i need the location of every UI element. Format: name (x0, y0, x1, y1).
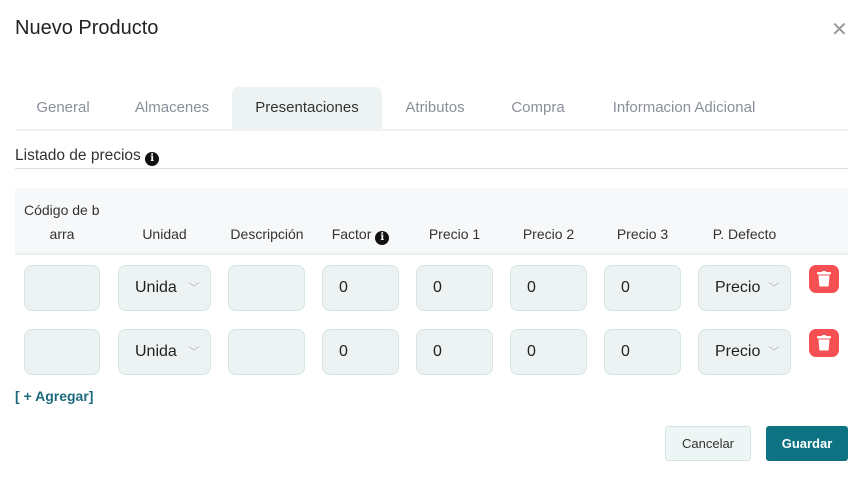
trash-icon (817, 271, 831, 287)
close-icon[interactable]: ✕ (831, 19, 848, 41)
header-descripcion: Descripción (230, 226, 304, 242)
save-button[interactable]: Guardar (766, 426, 848, 461)
header-precio1: Precio 1 (428, 226, 481, 242)
tab-informacion-adicional[interactable]: Informacion Adicional (612, 99, 756, 116)
precio1-input[interactable]: 0 (416, 265, 493, 311)
descripcion-input[interactable] (228, 329, 305, 375)
chevron-down-icon: ﹀ (767, 281, 780, 295)
chevron-down-icon: ﹀ (767, 345, 780, 359)
precio2-input[interactable]: 0 (510, 329, 587, 375)
unidad-value: Unida (135, 343, 177, 360)
chevron-down-icon: ﹀ (187, 281, 200, 295)
defecto-select[interactable]: Precio ﹀ (698, 329, 791, 375)
tab-divider (15, 129, 848, 131)
precio1-input[interactable]: 0 (416, 329, 493, 375)
factor-input[interactable]: 0 (322, 265, 399, 311)
precio2-input[interactable]: 0 (510, 265, 587, 311)
tab-general[interactable]: General (36, 99, 90, 116)
header-codigo-1: Código de b (24, 202, 100, 218)
header-codigo-2: arra (49, 226, 75, 242)
defecto-value: Precio (715, 343, 760, 360)
unidad-select[interactable]: Unida ﹀ (118, 265, 211, 311)
info-circle-icon[interactable]: i (145, 152, 160, 166)
chevron-down-icon: ﹀ (187, 345, 200, 359)
tab-presentaciones[interactable]: Presentaciones (232, 87, 382, 129)
header-precio3: Precio 3 (616, 226, 669, 242)
unidad-value: Unida (135, 279, 177, 296)
trash-icon (817, 335, 831, 351)
modal-title: Nuevo Producto (15, 17, 159, 39)
factor-input[interactable]: 0 (322, 329, 399, 375)
header-unidad: Unidad (142, 226, 187, 242)
precio3-input[interactable]: 0 (604, 329, 681, 375)
tab-almacenes[interactable]: Almacenes (134, 99, 210, 116)
tab-atributos[interactable]: Atributos (405, 99, 465, 116)
codigo-input[interactable] (24, 329, 100, 375)
section-title: Listado de precios i (15, 147, 160, 166)
header-precio2: Precio 2 (522, 226, 575, 242)
header-factor-text: Factor (331, 226, 372, 242)
section-title-text: Listado de precios (15, 147, 141, 164)
unidad-select[interactable]: Unida ﹀ (118, 329, 211, 375)
delete-row-button[interactable] (809, 329, 839, 357)
cancel-button[interactable]: Cancelar (665, 426, 751, 461)
section-divider (15, 168, 848, 169)
defecto-select[interactable]: Precio ﹀ (698, 265, 791, 311)
table-header: Código de b arra Unidad Descripción Fact… (15, 188, 848, 255)
precio3-input[interactable]: 0 (604, 265, 681, 311)
tab-compra[interactable]: Compra (511, 99, 565, 116)
delete-row-button[interactable] (809, 265, 839, 293)
header-factor: Factor i (322, 226, 399, 245)
defecto-value: Precio (715, 279, 760, 296)
descripcion-input[interactable] (228, 265, 305, 311)
header-defecto: P. Defecto (712, 226, 777, 242)
codigo-input[interactable] (24, 265, 100, 311)
add-row-link[interactable]: [ + Agregar] (15, 388, 94, 404)
info-circle-icon[interactable]: i (375, 231, 390, 245)
